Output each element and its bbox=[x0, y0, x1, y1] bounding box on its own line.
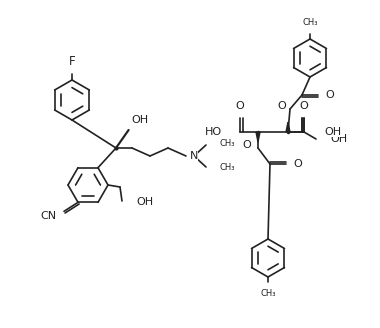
Text: CH₃: CH₃ bbox=[219, 139, 234, 149]
Text: O: O bbox=[299, 101, 309, 111]
Text: OH: OH bbox=[330, 134, 347, 144]
Text: HO: HO bbox=[205, 127, 222, 137]
Text: OH: OH bbox=[136, 197, 153, 207]
Text: OH: OH bbox=[324, 127, 341, 137]
Text: CN: CN bbox=[41, 211, 57, 221]
Polygon shape bbox=[256, 132, 260, 142]
Polygon shape bbox=[286, 122, 290, 132]
Text: CH₃: CH₃ bbox=[219, 163, 234, 173]
Text: F: F bbox=[69, 55, 75, 68]
Text: CH₃: CH₃ bbox=[302, 18, 318, 27]
Text: OH: OH bbox=[131, 115, 149, 125]
Text: N: N bbox=[190, 151, 198, 161]
Text: O: O bbox=[325, 90, 334, 100]
Text: O: O bbox=[277, 101, 286, 111]
Text: O: O bbox=[293, 159, 302, 169]
Text: O: O bbox=[242, 140, 251, 150]
Text: CH₃: CH₃ bbox=[260, 289, 276, 298]
Text: O: O bbox=[299, 101, 309, 111]
Text: O: O bbox=[236, 101, 244, 111]
